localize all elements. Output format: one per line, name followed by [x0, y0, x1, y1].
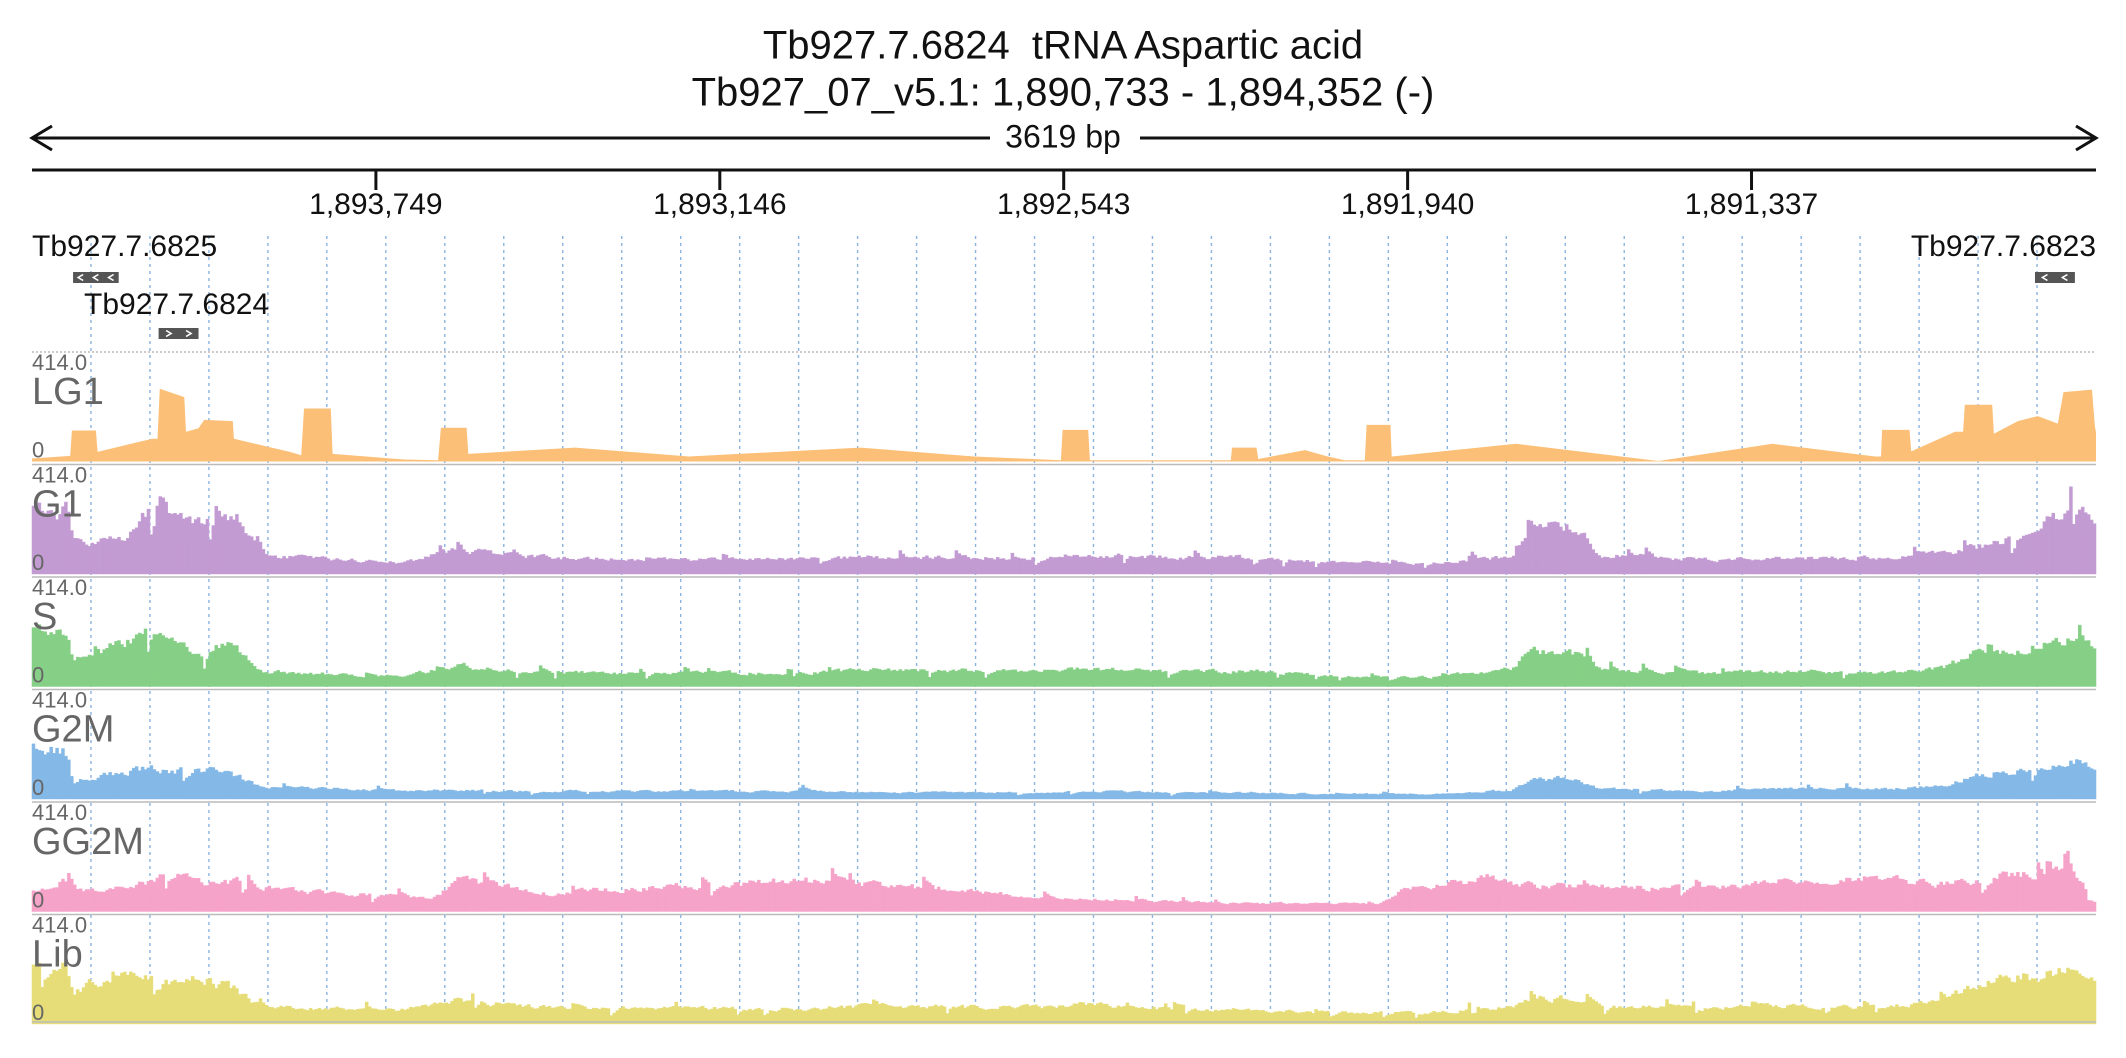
axis-tick-label: 1,891,337 — [1685, 188, 1818, 221]
track-name-label: GG2M — [32, 821, 144, 863]
coverage-bars — [31, 850, 2097, 912]
track-lib: 414.0 0 Lib — [31, 912, 2097, 1025]
track-name-label: LG1 — [32, 371, 104, 413]
coverage-bars — [31, 743, 2097, 800]
axis-tick-label: 1,891,940 — [1341, 188, 1474, 221]
coverage-area — [32, 388, 2096, 462]
track-lg1: 414.0 0 LG1 — [32, 350, 2096, 462]
coverage-bars — [31, 624, 2097, 687]
chevron-strand-icon — [107, 273, 114, 282]
axis-tick-label: 1,893,749 — [309, 188, 442, 221]
track-min-label: 0 — [32, 437, 44, 462]
axis-tick-label: 1,893,146 — [653, 188, 786, 221]
track-max-label: 414.0 — [32, 800, 87, 825]
coverage-tracks: 414.00LG1414.00G1414.00S414.00G2M414.00G… — [31, 350, 2097, 1025]
track-max-label: 414.0 — [32, 462, 87, 487]
position-axis: 1,893,749 1,893,146 1,892,543 1,891,940 1,89… — [32, 168, 2096, 221]
chevron-strand-icon — [2060, 273, 2068, 282]
track-min-label: 0 — [32, 550, 44, 575]
track-max-label: 414.0 — [32, 687, 87, 712]
track-name-label: S — [32, 596, 57, 638]
gene-box — [158, 328, 199, 339]
double-arrow-icon — [2075, 124, 2099, 152]
coverage-bars — [31, 486, 2097, 575]
gene-annotations: Tb927.7.6825 Tb927.7.6824 Tb927.7.6823 — [32, 230, 2096, 339]
track-g2m: 414.0 0 G2M — [31, 687, 2097, 800]
track-max-label: 414.0 — [32, 912, 87, 937]
track-min-label: 0 — [32, 662, 44, 687]
span-arrow: 3619 bp — [29, 118, 2099, 154]
chevron-strand-icon — [2040, 273, 2048, 282]
track-name-label: Lib — [32, 934, 83, 976]
coverage-bars — [31, 962, 2097, 1025]
track-min-label: 0 — [32, 775, 44, 800]
track-gg2m: 414.0 0 GG2M — [31, 800, 2097, 912]
track-s: 414.0 0 S — [31, 575, 2097, 687]
track-g1: 414.0 0 G1 — [31, 462, 2097, 575]
span-label: 3619 bp — [1005, 118, 1121, 154]
gene-box — [73, 272, 119, 283]
track-name-label: G1 — [32, 484, 83, 526]
chart-subtitle: Tb927_07_v5.1: 1,890,733 - 1,894,352 (-) — [692, 71, 1435, 115]
track-max-label: 414.0 — [32, 575, 87, 600]
track-min-label: 0 — [32, 1000, 44, 1025]
axis-tick-label: 1,892,543 — [997, 188, 1130, 221]
track-min-label: 0 — [32, 887, 44, 912]
chevron-strand-icon — [185, 329, 193, 338]
chevron-strand-icon — [76, 273, 84, 282]
chart-title: Tb927.7.6824 tRNA Aspartic acid — [763, 24, 1363, 68]
double-arrow-icon — [29, 124, 53, 152]
gene-label: Tb927.7.6823 — [1911, 230, 2096, 263]
track-max-label: 414.0 — [32, 350, 87, 375]
gene-label: Tb927.7.6825 — [32, 230, 217, 263]
gene-label: Tb927.7.6824 — [84, 288, 269, 321]
chevron-strand-icon — [91, 273, 99, 282]
chevron-strand-icon — [165, 329, 173, 338]
gene-box — [2034, 272, 2075, 283]
track-name-label: G2M — [32, 709, 114, 751]
